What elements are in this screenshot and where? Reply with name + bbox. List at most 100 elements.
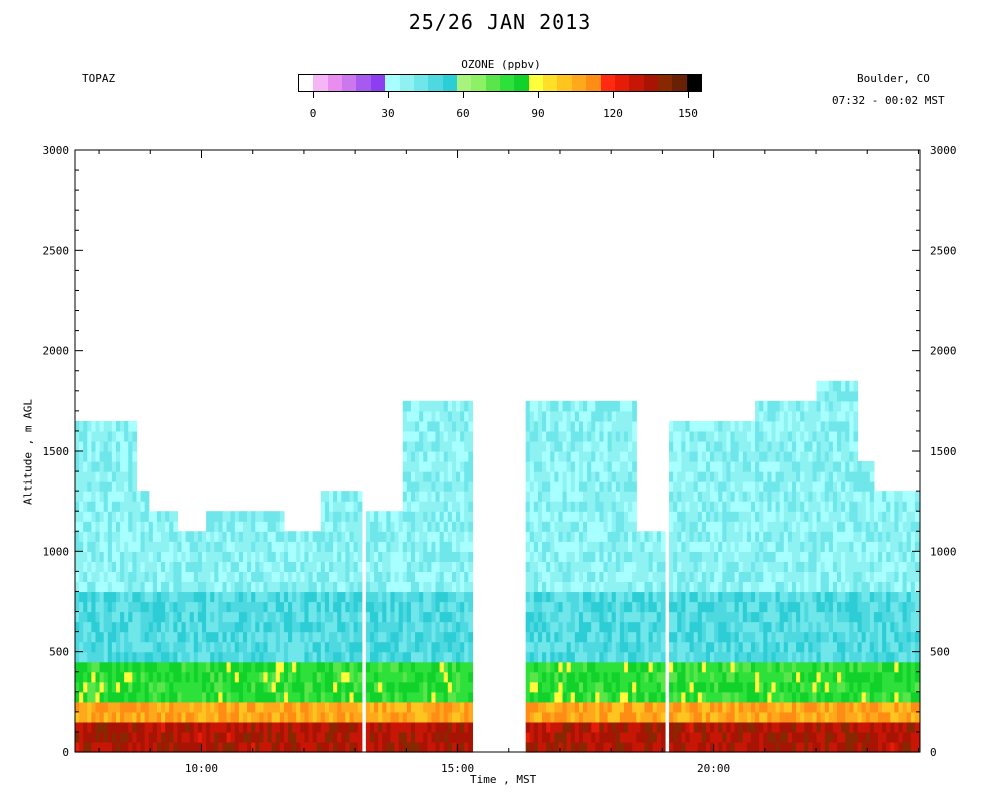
ozone-cell — [574, 631, 580, 643]
ozone-cell — [255, 511, 260, 522]
ozone-cell — [554, 491, 560, 502]
ozone-cell — [447, 691, 453, 703]
ozone-cell — [587, 701, 592, 713]
ozone-cell — [755, 481, 760, 492]
ozone-cell — [152, 731, 158, 743]
ozone-cell — [140, 661, 146, 673]
ozone-cell — [611, 711, 617, 723]
ozone-cell — [738, 481, 744, 492]
ozone-cell — [247, 631, 252, 643]
ozone-cell — [427, 531, 433, 542]
ozone-cell — [468, 731, 474, 743]
ozone-cell — [263, 671, 269, 683]
ozone-cell — [791, 521, 797, 532]
ozone-cell — [525, 400, 531, 412]
ozone-cell — [447, 491, 453, 502]
ozone-cell — [296, 601, 301, 613]
ozone-cell — [222, 601, 228, 613]
ozone-cell — [431, 531, 437, 542]
ozone-cell — [591, 420, 596, 432]
ozone-cell — [705, 571, 711, 583]
ozone-cell — [759, 631, 764, 643]
ozone-cell — [148, 691, 154, 703]
ozone-cell — [542, 701, 547, 713]
ozone-cell — [382, 531, 387, 542]
ozone-cell — [722, 701, 728, 713]
ozone-cell — [542, 501, 547, 512]
ozone-cell — [165, 621, 170, 633]
ozone-cell — [312, 601, 318, 613]
ozone-cell — [210, 641, 215, 653]
ozone-cell — [669, 521, 674, 532]
ozone-cell — [378, 601, 383, 613]
ozone-cell — [197, 561, 203, 572]
ozone-cell — [779, 601, 785, 613]
ozone-cell — [415, 671, 420, 683]
ozone-cell — [738, 641, 744, 653]
ozone-cell — [349, 611, 355, 623]
ozone-cell — [83, 501, 88, 512]
ozone-cell — [812, 571, 818, 583]
ozone-cell — [529, 661, 535, 673]
ozone-cell — [288, 561, 293, 572]
ozone-cell — [83, 651, 88, 663]
ozone-cell — [177, 711, 183, 723]
ozone-cell — [623, 471, 629, 482]
ozone-cell — [75, 501, 80, 512]
ozone-cell — [558, 551, 564, 562]
ozone-cell — [722, 440, 728, 452]
ozone-cell — [628, 531, 633, 542]
ozone-cell — [456, 631, 461, 643]
ozone-cell — [427, 410, 433, 422]
ozone-cell — [312, 721, 318, 733]
ozone-cell — [587, 420, 592, 432]
ozone-cell — [312, 731, 318, 743]
ozone-cell — [623, 681, 629, 693]
ozone-cell — [742, 621, 748, 633]
ozone-cell — [193, 571, 199, 583]
ozone-cell — [255, 711, 260, 723]
ozone-cell — [427, 651, 433, 663]
ozone-cell — [333, 591, 338, 603]
ozone-cell — [304, 581, 310, 593]
ozone-cell — [685, 671, 691, 683]
ozone-cell — [251, 641, 256, 653]
ozone-cell — [783, 711, 789, 723]
ozone-cell — [251, 681, 256, 693]
ozone-cell — [140, 701, 146, 713]
ozone-cell — [652, 741, 658, 753]
ozone-cell — [730, 491, 736, 502]
ozone-cell — [267, 641, 273, 653]
ozone-cell — [623, 701, 629, 713]
ozone-cell — [320, 501, 326, 512]
ozone-cell — [95, 471, 101, 482]
ozone-cell — [456, 461, 461, 472]
ozone-cell — [689, 631, 695, 643]
ozone-cell — [615, 581, 621, 593]
ozone-cell — [529, 681, 535, 693]
ozone-cell — [558, 481, 564, 492]
ozone-cell — [468, 430, 474, 442]
ozone-cell — [427, 591, 433, 603]
ozone-cell — [124, 591, 129, 603]
ozone-cell — [415, 531, 420, 542]
ozone-cell — [701, 731, 707, 743]
ozone-cell — [525, 641, 531, 653]
ozone-cell — [456, 541, 461, 552]
ozone-cell — [267, 671, 273, 683]
ozone-cell — [230, 521, 236, 532]
ozone-cell — [181, 611, 187, 623]
ozone-cell — [189, 731, 195, 743]
ozone-cell — [578, 410, 584, 422]
ozone-cell — [710, 531, 715, 542]
ozone-cell — [791, 741, 797, 753]
ozone-cell — [775, 420, 781, 432]
ozone-cell — [378, 671, 383, 683]
ozone-cell — [103, 440, 109, 452]
ozone-cell — [99, 561, 105, 572]
ozone-cell — [669, 471, 674, 482]
ozone-cell — [234, 741, 240, 753]
ozone-cell — [431, 691, 437, 703]
ozone-cell — [644, 681, 650, 693]
ozone-cell — [443, 691, 449, 703]
